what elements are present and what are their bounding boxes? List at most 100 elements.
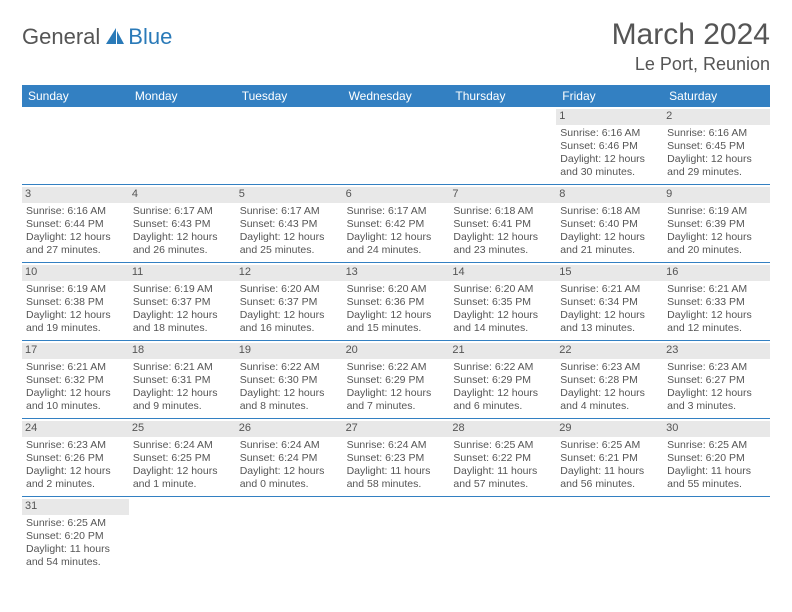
day-cell: 12Sunrise: 6:20 AMSunset: 6:37 PMDayligh… (236, 263, 343, 341)
daylight-line1: Daylight: 12 hours (667, 231, 766, 244)
day-number: 19 (236, 343, 343, 359)
sunrise-text: Sunrise: 6:16 AM (26, 205, 125, 218)
daylight-line2: and 29 minutes. (667, 166, 766, 179)
day-number: 26 (236, 421, 343, 437)
day-number: 5 (236, 187, 343, 203)
day-number: 23 (663, 343, 770, 359)
daylight-line2: and 24 minutes. (347, 244, 446, 257)
day-cell: 23Sunrise: 6:23 AMSunset: 6:27 PMDayligh… (663, 341, 770, 419)
day-cell: 15Sunrise: 6:21 AMSunset: 6:34 PMDayligh… (556, 263, 663, 341)
sunrise-text: Sunrise: 6:23 AM (667, 361, 766, 374)
day-number: 20 (343, 343, 450, 359)
daylight-line1: Daylight: 12 hours (26, 231, 125, 244)
daylight-line2: and 18 minutes. (133, 322, 232, 335)
sunrise-text: Sunrise: 6:25 AM (560, 439, 659, 452)
sunrise-text: Sunrise: 6:20 AM (453, 283, 552, 296)
sunset-text: Sunset: 6:27 PM (667, 374, 766, 387)
daylight-line2: and 30 minutes. (560, 166, 659, 179)
daylight-line1: Daylight: 12 hours (347, 231, 446, 244)
daylight-line1: Daylight: 12 hours (347, 387, 446, 400)
daylight-line1: Daylight: 11 hours (560, 465, 659, 478)
sunset-text: Sunset: 6:42 PM (347, 218, 446, 231)
weekday-header: Monday (129, 85, 236, 107)
sunset-text: Sunset: 6:43 PM (240, 218, 339, 231)
day-number: 16 (663, 265, 770, 281)
empty-cell (236, 107, 343, 185)
daylight-line1: Daylight: 12 hours (347, 309, 446, 322)
sunset-text: Sunset: 6:41 PM (453, 218, 552, 231)
calendar-grid: 1Sunrise: 6:16 AMSunset: 6:46 PMDaylight… (22, 107, 770, 575)
sunset-text: Sunset: 6:21 PM (560, 452, 659, 465)
empty-cell (449, 107, 556, 185)
sunset-text: Sunset: 6:43 PM (133, 218, 232, 231)
empty-cell (22, 107, 129, 185)
day-cell: 6Sunrise: 6:17 AMSunset: 6:42 PMDaylight… (343, 185, 450, 263)
sunrise-text: Sunrise: 6:17 AM (347, 205, 446, 218)
sunrise-text: Sunrise: 6:25 AM (26, 517, 125, 530)
title-block: March 2024 Le Port, Reunion (612, 18, 770, 75)
day-cell: 18Sunrise: 6:21 AMSunset: 6:31 PMDayligh… (129, 341, 236, 419)
weekday-header: Saturday (663, 85, 770, 107)
daylight-line1: Daylight: 11 hours (347, 465, 446, 478)
daylight-line2: and 10 minutes. (26, 400, 125, 413)
day-cell: 24Sunrise: 6:23 AMSunset: 6:26 PMDayligh… (22, 419, 129, 497)
weekday-header: Wednesday (343, 85, 450, 107)
day-number: 25 (129, 421, 236, 437)
sunrise-text: Sunrise: 6:25 AM (667, 439, 766, 452)
sunset-text: Sunset: 6:37 PM (133, 296, 232, 309)
empty-cell (663, 497, 770, 575)
daylight-line2: and 3 minutes. (667, 400, 766, 413)
header: General Blue March 2024 Le Port, Reunion (22, 18, 770, 75)
daylight-line1: Daylight: 12 hours (26, 465, 125, 478)
day-number: 27 (343, 421, 450, 437)
sunset-text: Sunset: 6:29 PM (347, 374, 446, 387)
sunset-text: Sunset: 6:28 PM (560, 374, 659, 387)
sail-icon (104, 26, 126, 49)
daylight-line2: and 15 minutes. (347, 322, 446, 335)
empty-cell (236, 497, 343, 575)
day-cell: 30Sunrise: 6:25 AMSunset: 6:20 PMDayligh… (663, 419, 770, 497)
day-cell: 5Sunrise: 6:17 AMSunset: 6:43 PMDaylight… (236, 185, 343, 263)
sunset-text: Sunset: 6:32 PM (26, 374, 125, 387)
daylight-line2: and 7 minutes. (347, 400, 446, 413)
day-number: 3 (22, 187, 129, 203)
daylight-line1: Daylight: 12 hours (26, 309, 125, 322)
sunrise-text: Sunrise: 6:21 AM (667, 283, 766, 296)
empty-cell (129, 497, 236, 575)
weekday-header: Sunday (22, 85, 129, 107)
day-cell: 16 Sunrise: 6:21 AMSunset: 6:33 PMDayligh… (663, 263, 770, 341)
day-number: 2 (663, 109, 770, 125)
sunset-text: Sunset: 6:33 PM (667, 296, 766, 309)
day-cell: 31Sunrise: 6:25 AMSunset: 6:20 PMDayligh… (22, 497, 129, 575)
day-number: 12 (236, 265, 343, 281)
sunset-text: Sunset: 6:29 PM (453, 374, 552, 387)
daylight-line1: Daylight: 12 hours (133, 231, 232, 244)
sunset-text: Sunset: 6:23 PM (347, 452, 446, 465)
weekday-header-row: SundayMondayTuesdayWednesdayThursdayFrid… (22, 85, 770, 107)
day-number: 28 (449, 421, 556, 437)
logo-text-general: General (22, 24, 100, 50)
day-cell: 22Sunrise: 6:23 AMSunset: 6:28 PMDayligh… (556, 341, 663, 419)
sunrise-text: Sunrise: 6:24 AM (240, 439, 339, 452)
sunrise-text: Sunrise: 6:23 AM (560, 361, 659, 374)
day-cell: 10Sunrise: 6:19 AMSunset: 6:38 PMDayligh… (22, 263, 129, 341)
sunrise-text: Sunrise: 6:16 AM (667, 127, 766, 140)
daylight-line1: Daylight: 11 hours (453, 465, 552, 478)
daylight-line2: and 57 minutes. (453, 478, 552, 491)
day-number: 14 (449, 265, 556, 281)
day-number: 24 (22, 421, 129, 437)
sunset-text: Sunset: 6:30 PM (240, 374, 339, 387)
sunrise-text: Sunrise: 6:19 AM (26, 283, 125, 296)
sunrise-text: Sunrise: 6:18 AM (453, 205, 552, 218)
daylight-line1: Daylight: 12 hours (667, 309, 766, 322)
daylight-line2: and 12 minutes. (667, 322, 766, 335)
sunset-text: Sunset: 6:20 PM (26, 530, 125, 543)
sunset-text: Sunset: 6:36 PM (347, 296, 446, 309)
day-number: 15 (556, 265, 663, 281)
day-cell: 27 Sunrise: 6:24 AMSunset: 6:23 PMDayligh… (343, 419, 450, 497)
sunrise-text: Sunrise: 6:24 AM (347, 439, 446, 452)
day-cell: 28Sunrise: 6:25 AMSunset: 6:22 PMDayligh… (449, 419, 556, 497)
daylight-line2: and 58 minutes. (347, 478, 446, 491)
daylight-line2: and 2 minutes. (26, 478, 125, 491)
sunset-text: Sunset: 6:20 PM (667, 452, 766, 465)
